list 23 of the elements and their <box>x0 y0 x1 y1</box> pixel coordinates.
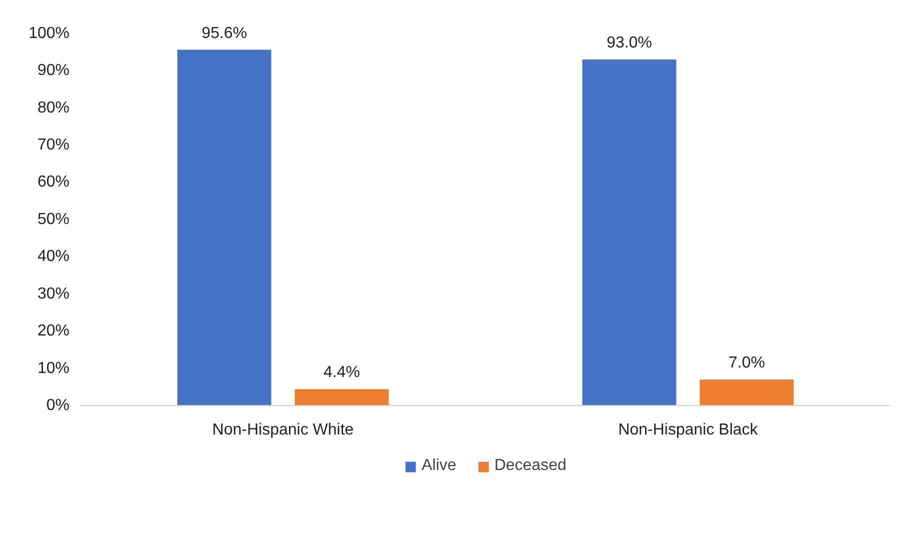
y-tick-label: 100% <box>28 24 70 42</box>
x-tick-label: Non-Hispanic White <box>212 422 354 438</box>
y-tick-label: 10% <box>37 360 70 377</box>
y-tick-label: 80% <box>37 99 70 116</box>
y-tick-label: 40% <box>37 248 70 266</box>
y-tick-label: 60% <box>37 174 70 191</box>
bar <box>294 389 389 406</box>
legend-label: Alive <box>422 457 456 475</box>
bar <box>177 50 272 406</box>
bar <box>582 59 676 406</box>
y-tick-label: 0% <box>46 397 70 414</box>
bar <box>700 379 794 406</box>
legend-label: Deceased <box>494 457 566 475</box>
y-tick-label: 20% <box>37 322 70 340</box>
y-tick-label: 70% <box>37 136 70 154</box>
data-label: 7.0% <box>728 354 765 372</box>
y-tick-label: 90% <box>37 62 70 80</box>
x-tick-label: Non-Hispanic Black <box>618 422 759 438</box>
data-label: 95.6% <box>202 24 247 42</box>
y-tick-label: 30% <box>37 285 70 302</box>
data-label: 93.0% <box>606 34 652 52</box>
data-label: 4.4% <box>323 364 360 382</box>
y-tick-label: 50% <box>37 210 70 228</box>
